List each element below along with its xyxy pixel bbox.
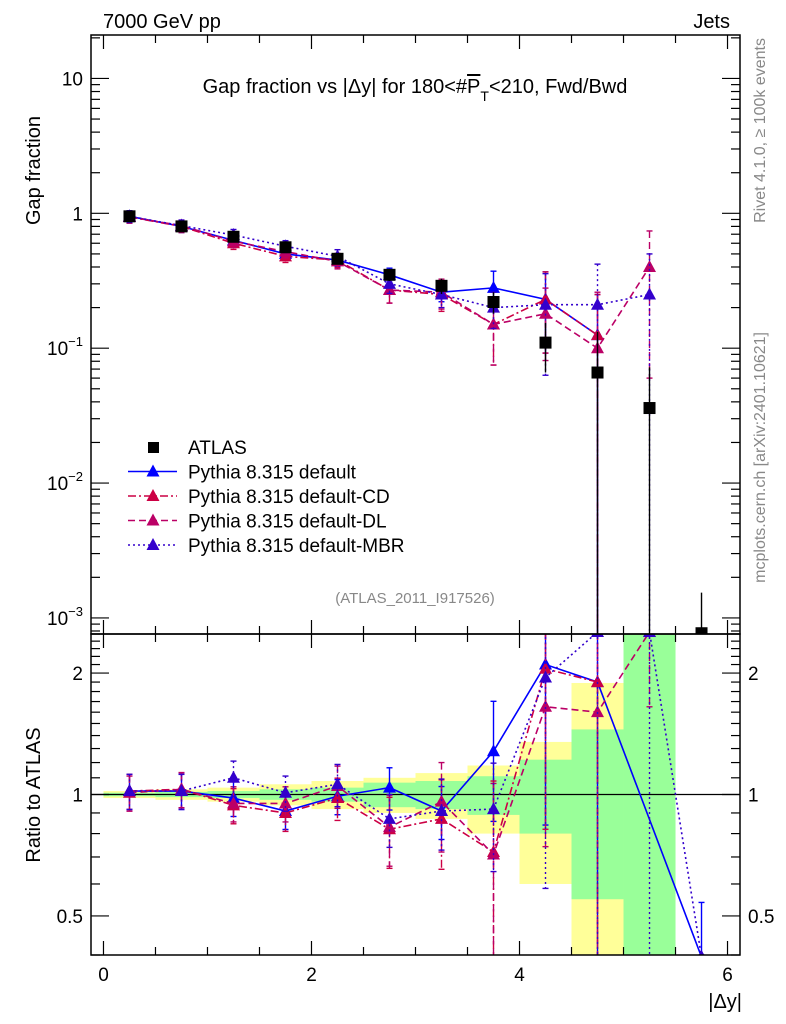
legend-marker (146, 513, 160, 526)
legend-marker (146, 489, 160, 501)
data-point-atlas (175, 220, 188, 233)
legend-label: Pythia 8.315 default (188, 463, 357, 484)
ratio-tick-label: 1 (72, 786, 83, 807)
y-tick-label: 10−2 (47, 469, 83, 495)
plot-layer: 0 2 4 6 10 1 10−1 10−2 10−3 2 2 1 1 0.5 0.5 (47, 34, 774, 986)
legend-label: Pythia 8.315 default-DL (188, 512, 387, 533)
series-marker-2 (539, 699, 553, 712)
series-marker-3 (122, 784, 136, 797)
data-point-atlas (643, 402, 656, 415)
header-right: Jets (693, 11, 730, 33)
series-marker-2 (591, 705, 605, 718)
series-marker-2 (382, 283, 396, 296)
ratio-tick-label-right: 0.5 (748, 907, 774, 928)
analysis-id: (ATLAS_2011_I917526) (335, 590, 495, 607)
data-point-atlas (487, 296, 500, 309)
legend-label: Pythia 8.315 default-CD (188, 487, 390, 508)
series-marker-2 (539, 306, 553, 319)
data-point-atlas (591, 366, 604, 379)
chart-title: Gap fraction vs |Δy| for 180<#PT<210, Fw… (203, 76, 628, 104)
y-axis-label: Gap fraction (23, 116, 45, 225)
data-point-atlas (331, 252, 344, 265)
ratio-panel (91, 634, 740, 955)
series-marker-3 (278, 785, 292, 798)
series-marker-3 (382, 811, 396, 824)
y-tick-label: 1 (72, 204, 83, 225)
data-point-atlas (123, 210, 136, 223)
series-marker-3 (539, 297, 553, 310)
y-tick-label: 10−3 (47, 604, 83, 630)
main-panel (122, 209, 708, 634)
series-line-2-main (129, 216, 651, 350)
ratio-tick-label-right: 2 (748, 664, 759, 685)
series-marker-3 (174, 784, 188, 797)
x-tick-label: 2 (306, 965, 317, 986)
series-marker-3 (698, 950, 705, 955)
series-marker-0 (487, 280, 501, 293)
legend: ATLAS Pythia 8.315 default Pythia 8.315 de… (128, 438, 405, 557)
x-tick-label: 4 (514, 965, 525, 986)
series-marker-3 (226, 770, 240, 783)
series-marker-1 (330, 791, 344, 804)
legend-label: ATLAS (188, 438, 247, 459)
x-tick-label: 0 (98, 965, 109, 986)
y-tick-label: 10 (62, 69, 83, 90)
legend-marker (146, 538, 160, 550)
legend-marker-atlas (148, 442, 159, 453)
series-line-3-ratio (129, 634, 703, 955)
rivet-version-label: Rivet 4.1.0, ≥ 100k events (752, 38, 769, 223)
y-tick-label: 10−1 (47, 334, 83, 360)
ratio-tick-label: 2 (72, 664, 83, 685)
ratio-tick-label-right: 1 (748, 786, 759, 807)
legend-marker (146, 464, 160, 477)
data-point-atlas (227, 230, 240, 243)
series-marker-0 (487, 744, 501, 757)
series-marker-0 (382, 780, 396, 793)
series-marker-3 (330, 777, 344, 790)
data-point-atlas (695, 627, 708, 634)
x-axis-label: |Δy| (708, 991, 742, 1013)
legend-label: Pythia 8.315 default-MBR (188, 536, 405, 557)
data-point-atlas (279, 241, 292, 254)
data-point-atlas (383, 268, 396, 281)
series-marker-3 (539, 670, 553, 683)
series-marker-3 (643, 287, 657, 300)
series-marker-2 (226, 796, 240, 809)
series-marker-3 (591, 297, 605, 310)
ratio-y-axis-label: Ratio to ATLAS (23, 727, 45, 862)
ratio-tick-label: 0.5 (57, 907, 83, 928)
data-point-atlas (539, 336, 552, 349)
series-line-1-ratio (129, 667, 598, 854)
series-marker-3 (487, 802, 501, 815)
data-point-atlas (435, 279, 448, 292)
series-marker-2 (643, 259, 657, 272)
series-marker-3 (382, 276, 396, 289)
x-tick-label: 6 (722, 965, 733, 986)
mcplots-label: mcplots.cern.ch [arXiv:2401.10621] (752, 332, 769, 583)
series-marker-3 (435, 804, 449, 817)
header-left: 7000 GeV pp (103, 11, 221, 33)
